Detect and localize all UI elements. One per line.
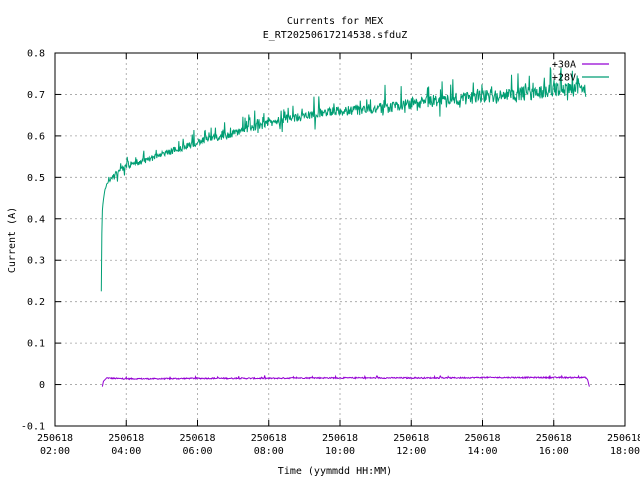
- x-tick-time-label: 02:00: [40, 446, 70, 457]
- y-tick-label: 0.8: [27, 49, 45, 60]
- x-tick-time-label: 06:00: [182, 446, 212, 457]
- x-tick-time-label: 04:00: [111, 446, 141, 457]
- x-tick-date-label: 250618: [108, 433, 144, 444]
- y-tick-label: 0.1: [27, 339, 45, 350]
- axis-ticks: -0.1 0 0.1 0.2 0.3 0.4 0.5 0.6 0.7 0.8 250618 02:00…: [21, 49, 640, 458]
- x-tick-time-label: 08:00: [254, 446, 284, 457]
- x-tick-date-label: 250618: [464, 433, 500, 444]
- x-tick-date-label: 250618: [536, 433, 572, 444]
- y-axis-label: Current (A): [7, 207, 18, 273]
- legend: +30A +28V: [552, 60, 609, 84]
- x-tick-date-label: 250618: [37, 433, 73, 444]
- y-tick-label: 0.7: [27, 90, 45, 101]
- legend-label: +30A: [552, 60, 576, 71]
- y-tick-label: -0.1: [21, 422, 45, 433]
- y-tick-label: 0: [39, 380, 45, 391]
- y-tick-label: 0.4: [27, 214, 45, 225]
- x-tick-time-label: 12:00: [396, 446, 426, 457]
- chart-title: Currents for MEX: [287, 16, 383, 27]
- x-axis-label: Time (yymmdd HH:MM): [278, 466, 392, 477]
- x-tick-time-label: 14:00: [467, 446, 497, 457]
- x-tick-date-label: 250618: [322, 433, 358, 444]
- series-line-plus28v: [100, 67, 587, 292]
- x-tick-date-label: 250618: [607, 433, 640, 444]
- y-tick-label: 0.3: [27, 256, 45, 267]
- chart-subtitle: E_RT20250617214538.sfduZ: [263, 30, 408, 41]
- y-tick-label: 0.6: [27, 131, 45, 142]
- legend-label: +28V: [552, 73, 576, 84]
- series-layer: [100, 67, 590, 387]
- x-tick-time-label: 10:00: [325, 446, 355, 457]
- series-line-plus30a: [101, 374, 590, 387]
- y-tick-label: 0.5: [27, 173, 45, 184]
- x-tick-date-label: 250618: [393, 433, 429, 444]
- y-tick-label: 0.2: [27, 297, 45, 308]
- x-tick-time-label: 16:00: [539, 446, 569, 457]
- x-tick-time-label: 18:00: [610, 446, 640, 457]
- x-tick-date-label: 250618: [251, 433, 287, 444]
- x-tick-date-label: 250618: [179, 433, 215, 444]
- grid-lines: [55, 53, 625, 426]
